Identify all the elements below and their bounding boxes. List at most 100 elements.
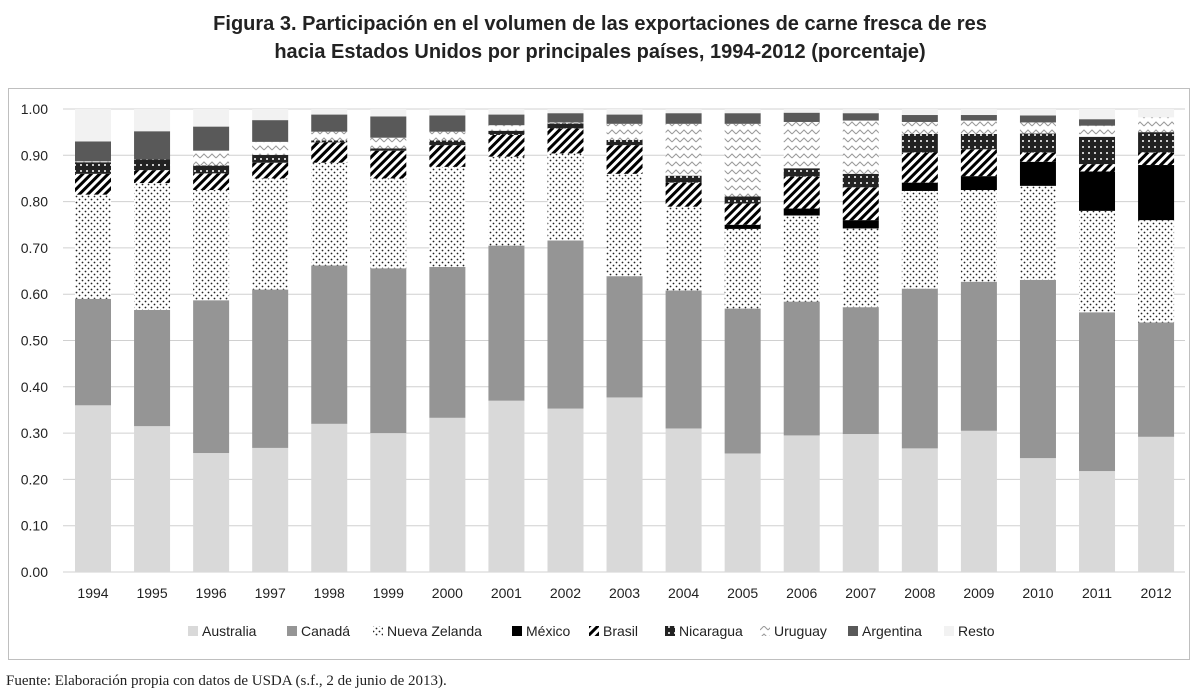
bar-segment-nicaragua (193, 165, 230, 174)
bar-segment-canadá (901, 288, 938, 449)
bar-segment-resto (252, 109, 289, 121)
x-tick-label: 1998 (314, 585, 345, 601)
bar-segment-argentina (134, 131, 171, 160)
legend-swatch-nueva-zelanda (373, 626, 383, 636)
bar-segment-uruguay (1138, 117, 1175, 133)
bar-segment-canadá (1138, 322, 1175, 437)
bar-segment-brasil (606, 145, 643, 174)
x-tick-label: 2009 (963, 585, 994, 601)
bar-segment-brasil (429, 145, 466, 167)
bar-segment-uruguay (488, 125, 525, 131)
bar-segment-nicaragua (252, 154, 289, 163)
bar-segment-nueva-zelanda (193, 190, 230, 301)
bar-segment-argentina (724, 113, 761, 124)
bar-segment-argentina (252, 120, 289, 142)
bar-segment-australia (134, 426, 171, 572)
y-tick-label: 0.80 (21, 194, 48, 210)
bar-segment-argentina (193, 126, 230, 151)
legend-label: Nicaragua (679, 623, 743, 639)
legend-label: Nueva Zelanda (387, 623, 482, 639)
bar-segment-brasil (75, 173, 111, 195)
bar-segment-brasil (901, 152, 938, 183)
bar-segment-nueva-zelanda (783, 215, 820, 302)
y-tick-label: 0.00 (21, 564, 48, 580)
bar-segment-argentina (370, 116, 407, 138)
chart-title-line2: hacia Estados Unidos por principales paí… (274, 41, 926, 63)
bar-segment-resto (1079, 109, 1116, 120)
bar-segment-méxico (1019, 161, 1056, 186)
legend-label: Resto (958, 623, 995, 639)
bar-segment-méxico (724, 224, 761, 229)
bar-segment-resto (193, 109, 230, 127)
legend-swatch-brasil (589, 626, 599, 636)
bar-segment-nueva-zelanda (1138, 220, 1175, 323)
x-tick-label: 2010 (1022, 585, 1053, 601)
bar-segment-canadá (606, 276, 643, 398)
bar-segment-canadá (193, 300, 230, 454)
bar-segment-canadá (429, 266, 466, 418)
bar-segment-argentina (901, 115, 938, 122)
bar-segment-méxico (960, 176, 997, 191)
y-tick-label: 0.60 (21, 286, 48, 302)
bar-segment-brasil (1079, 164, 1116, 172)
bar-segment-canadá (1019, 279, 1056, 459)
bar-segment-brasil (1019, 152, 1056, 162)
bar-segment-brasil (311, 142, 348, 163)
bar-segment-méxico (1079, 171, 1116, 211)
bar-segment-australia (724, 453, 761, 572)
bar-segment-resto (311, 109, 348, 115)
bar-segment-argentina (488, 114, 525, 126)
bar-segment-nueva-zelanda (370, 178, 407, 269)
bar-segment-nicaragua (1079, 136, 1116, 165)
bar-segment-nicaragua (783, 168, 820, 177)
bar-segment-australia (1138, 436, 1175, 572)
bar-segment-nueva-zelanda (606, 173, 643, 277)
bar-segment-nueva-zelanda (252, 178, 289, 290)
bar-segment-argentina (606, 114, 643, 124)
y-tick-label: 0.40 (21, 379, 48, 395)
bar-segment-nueva-zelanda (547, 153, 584, 241)
bar-segment-brasil (252, 162, 289, 179)
legend-swatch-méxico (512, 626, 522, 636)
bar-segment-brasil (370, 150, 407, 179)
x-tick-label: 2003 (609, 585, 640, 601)
chart-title-line1: Figura 3. Participación en el volumen de… (213, 13, 987, 35)
bar-segment-uruguay (1079, 125, 1116, 137)
bar-segment-canadá (724, 308, 761, 454)
bar-segment-uruguay (960, 120, 997, 135)
bar-segment-nicaragua (75, 162, 111, 174)
legend-label: Australia (202, 623, 257, 639)
bar-segment-canadá (488, 245, 525, 401)
bar-segment-canadá (252, 289, 289, 448)
bar-segment-méxico (901, 182, 938, 191)
bar-segment-uruguay (783, 121, 820, 169)
bar-segment-uruguay (606, 123, 643, 141)
x-tick-label: 2008 (904, 585, 935, 601)
bar-segment-uruguay (842, 120, 879, 174)
y-tick-label: 0.50 (21, 333, 48, 349)
bar-segment-argentina (1079, 119, 1116, 126)
bar-segment-uruguay (252, 141, 289, 155)
bar-segment-nueva-zelanda (488, 156, 525, 246)
bar-segment-uruguay (193, 150, 230, 166)
bar-segment-méxico (1138, 165, 1175, 221)
bar-segment-argentina (960, 115, 997, 121)
bar-segment-resto (606, 109, 643, 115)
bar-segment-brasil (665, 182, 702, 207)
bar-segment-australia (75, 405, 111, 572)
bar-segment-uruguay (547, 122, 584, 124)
legend-label: México (526, 623, 571, 639)
bar-segment-nicaragua (134, 159, 171, 171)
x-tick-label: 2002 (550, 585, 581, 601)
y-tick-label: 0.20 (21, 471, 48, 487)
bar-segment-nicaragua (547, 123, 584, 129)
bar-segment-nicaragua (901, 134, 938, 153)
bar-segment-resto (783, 109, 820, 113)
bar-segment-brasil (134, 170, 171, 184)
bar-segment-nicaragua (429, 140, 466, 146)
bar-segment-nueva-zelanda (1079, 210, 1116, 313)
x-tick-label: 1999 (373, 585, 404, 601)
y-tick-label: 1.00 (21, 101, 48, 117)
bar-segment-australia (429, 417, 466, 572)
